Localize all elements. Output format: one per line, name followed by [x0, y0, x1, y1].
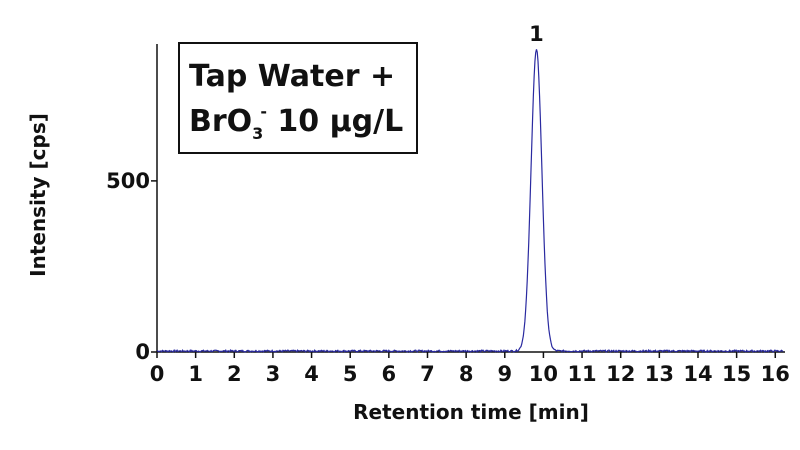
- x-tick-label: 7: [420, 362, 435, 386]
- chart-title-line2: BrO3 - 10 µg/L: [189, 102, 403, 143]
- x-tick-label: 5: [343, 362, 358, 386]
- x-tick-label: 3: [266, 362, 281, 386]
- x-tick-label: 12: [606, 362, 635, 386]
- x-tick-label: 11: [567, 362, 596, 386]
- chart-title-frame: [178, 42, 418, 154]
- peak-annotations: 1: [529, 22, 544, 46]
- y-axis-label: Intensity [cps]: [26, 113, 50, 277]
- peak-label: 1: [529, 22, 544, 46]
- x-tick-label: 15: [722, 362, 751, 386]
- chart-title-line1: Tap Water +: [189, 59, 395, 94]
- x-axis-ticks: 0 1 2 3 4 5 6 7 8 9 10 11 12 13 14 15 16: [150, 352, 790, 386]
- chart-title-line2-superscript: -: [260, 102, 267, 121]
- series-trace: [156, 49, 784, 354]
- chart-title-line2-subscript: 3: [252, 124, 263, 143]
- x-tick-label: 9: [497, 362, 512, 386]
- x-tick-label: 6: [382, 362, 397, 386]
- y-tick-label: 0: [135, 340, 150, 364]
- chart-title-line2-prefix: BrO: [189, 104, 252, 139]
- x-tick-label: 10: [529, 362, 558, 386]
- chart-title-line2-suffix: 10 µg/L: [267, 104, 403, 139]
- y-tick-label: 500: [106, 169, 150, 193]
- x-tick-label: 2: [227, 362, 242, 386]
- x-tick-label: 16: [761, 362, 790, 386]
- y-axis-ticks: 0 500: [106, 169, 157, 364]
- x-tick-label: 8: [459, 362, 474, 386]
- x-tick-label: 13: [645, 362, 674, 386]
- x-tick-label: 1: [188, 362, 203, 386]
- x-axis-label: Retention time [min]: [353, 400, 589, 424]
- x-tick-label: 14: [683, 362, 712, 386]
- chart-title-box: Tap Water + BrO3 - 10 µg/L: [178, 42, 418, 154]
- x-tick-label: 0: [150, 362, 165, 386]
- x-tick-label: 4: [304, 362, 319, 386]
